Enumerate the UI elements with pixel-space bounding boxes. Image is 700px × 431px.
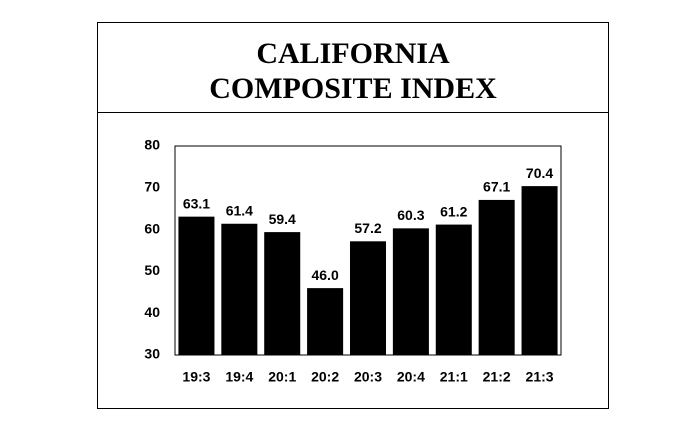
value-label: 46.0 [311,267,338,283]
y-tick-label: 50 [144,262,160,278]
x-tick-label: 20:1 [268,369,296,385]
bar [521,186,558,355]
x-tick-label: 20:4 [397,369,425,385]
y-tick-label: 30 [144,346,160,362]
divider [97,112,609,113]
x-tick-label: 21:3 [526,369,554,385]
x-tick-label: 20:3 [354,369,382,385]
y-tick-label: 40 [144,304,160,320]
value-label: 57.2 [354,220,381,236]
value-label: 70.4 [526,165,553,181]
bar [392,228,429,355]
title-box: CALIFORNIA COMPOSITE INDEX [97,36,609,106]
y-tick-label: 60 [144,220,160,236]
bar [349,241,387,355]
bar [478,199,515,355]
bar [307,288,344,355]
x-tick-label: 19:4 [225,369,253,385]
value-label: 59.4 [269,211,296,227]
value-label: 67.1 [483,179,510,195]
x-tick-label: 20:2 [311,369,339,385]
value-label: 61.2 [440,203,467,219]
x-tick-label: 19:3 [182,369,210,385]
y-tick-label: 80 [144,137,160,153]
bar [221,223,258,355]
bar [264,232,301,355]
chart-title: CALIFORNIA COMPOSITE INDEX [209,37,497,105]
value-label: 61.4 [226,202,253,218]
x-tick-label: 21:1 [440,369,468,385]
value-label: 63.1 [183,195,210,211]
bar [435,224,472,355]
chart-frame [97,22,609,409]
y-tick-label: 70 [144,179,160,195]
value-label: 60.3 [397,207,424,223]
bar [178,216,215,355]
x-tick-label: 21:2 [483,369,511,385]
